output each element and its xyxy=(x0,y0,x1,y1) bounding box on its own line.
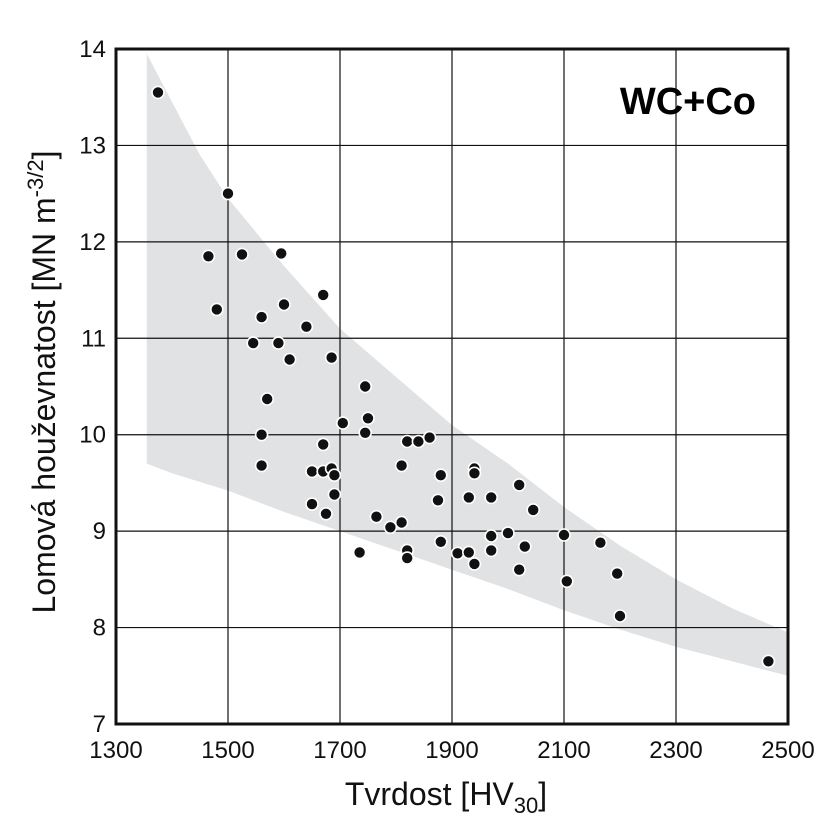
data-point xyxy=(316,437,331,452)
plot-frame xyxy=(114,47,790,726)
data-point xyxy=(327,487,342,502)
y-axis-title-end: ] xyxy=(26,151,62,160)
x-tick-label: 1700 xyxy=(313,737,366,764)
data-point xyxy=(461,490,476,505)
data-point xyxy=(433,534,448,549)
data-point xyxy=(501,526,515,540)
x-tick-label: 1300 xyxy=(89,737,142,764)
data-point xyxy=(335,416,350,430)
data-point xyxy=(201,249,216,264)
x-axis-title-main: Tvrdost [HV xyxy=(345,776,515,812)
data-point xyxy=(461,545,476,560)
data-point xyxy=(221,186,235,201)
data-point xyxy=(319,506,333,521)
data-point xyxy=(254,458,269,473)
data-point xyxy=(369,509,384,524)
data-point xyxy=(316,288,331,302)
data-point xyxy=(358,379,373,394)
data-point xyxy=(613,609,627,623)
y-axis-title: Lomová houževnatost [MN m-3/2] xyxy=(23,151,62,614)
data-point xyxy=(324,350,339,365)
data-point xyxy=(327,468,342,483)
data-point xyxy=(235,247,249,262)
y-tick-label: 14 xyxy=(79,36,106,63)
x-tick-labels: 1300 1500 1700 1900 2100 2300 2500 xyxy=(89,737,814,764)
y-tick-label: 11 xyxy=(81,325,106,352)
data-point xyxy=(467,466,482,481)
data-point xyxy=(305,497,319,511)
data-point xyxy=(305,464,319,479)
data-point xyxy=(282,352,297,367)
data-point xyxy=(394,515,409,530)
data-point xyxy=(358,425,373,440)
x-tick-label: 2100 xyxy=(537,737,590,764)
x-tick-label: 2500 xyxy=(761,737,814,764)
data-point xyxy=(274,246,289,261)
y-tick-label: 7 xyxy=(93,711,106,738)
x-tick-label: 1900 xyxy=(425,737,478,764)
y-axis-title-main: Lomová houževnatost [MN m xyxy=(26,197,62,613)
data-point xyxy=(484,490,499,505)
x-axis-title: Tvrdost [HV30] xyxy=(345,776,547,818)
data-point xyxy=(210,302,224,317)
data-point xyxy=(557,528,571,542)
annotation-label: WC+Co xyxy=(620,81,756,123)
data-point xyxy=(151,85,165,100)
data-point xyxy=(526,503,541,517)
y-tick-label: 12 xyxy=(79,229,106,256)
data-point xyxy=(394,458,409,473)
data-point xyxy=(383,520,398,535)
data-point xyxy=(400,434,415,449)
data-point xyxy=(512,562,527,577)
data-point xyxy=(277,297,291,312)
data-point xyxy=(559,574,574,589)
data-point xyxy=(517,539,532,554)
x-axis-title-end: ] xyxy=(538,776,547,812)
y-tick-label: 8 xyxy=(93,615,106,642)
data-point xyxy=(271,336,286,350)
data-point xyxy=(593,535,608,550)
data-point xyxy=(422,430,437,445)
y-tick-labels: 7 8 9 10 11 12 13 14 xyxy=(79,36,106,738)
data-point xyxy=(450,546,465,561)
x-axis-title-sub: 30 xyxy=(514,793,538,818)
data-point xyxy=(400,551,415,565)
data-point xyxy=(512,478,527,492)
data-point xyxy=(254,427,269,442)
data-point xyxy=(246,336,260,350)
data-points xyxy=(151,85,776,669)
data-point xyxy=(467,557,482,571)
data-point xyxy=(254,310,269,324)
data-point xyxy=(260,392,275,406)
y-tick-label: 9 xyxy=(93,518,106,545)
y-axis-title-sup: -3/2 xyxy=(23,159,48,197)
x-tick-label: 1500 xyxy=(201,737,254,764)
data-point xyxy=(352,545,367,560)
data-point xyxy=(299,319,314,334)
data-point xyxy=(431,493,445,508)
y-tick-label: 10 xyxy=(79,422,106,449)
data-point xyxy=(484,529,499,543)
data-point xyxy=(761,654,776,669)
data-point xyxy=(411,434,426,449)
x-tick-label: 2300 xyxy=(649,737,702,764)
data-point xyxy=(484,543,499,558)
data-point xyxy=(361,411,375,426)
y-tick-label: 13 xyxy=(79,132,106,159)
data-point xyxy=(433,468,448,483)
data-point xyxy=(610,566,625,581)
